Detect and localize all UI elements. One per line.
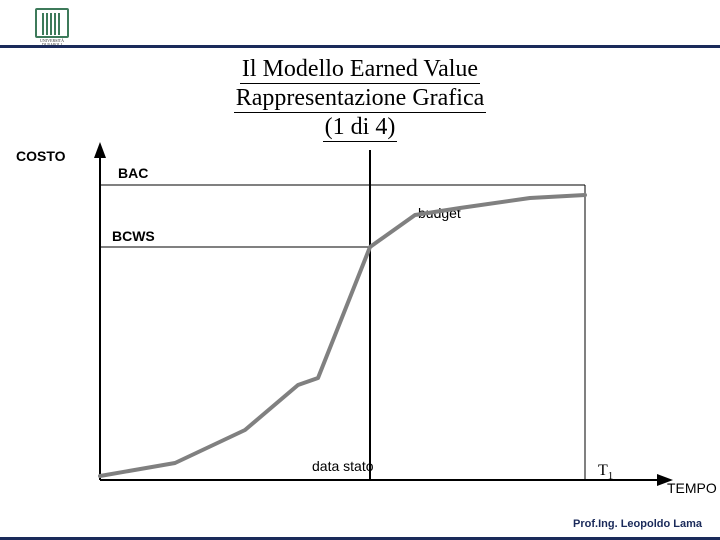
bcws-label: BCWS <box>112 228 155 244</box>
x-axis-label: TEMPO <box>667 480 717 496</box>
university-logo: UNIVERSITÀDI NAPOLI <box>35 8 69 50</box>
title-line-2: Rappresentazione Grafica <box>234 84 487 113</box>
top-border <box>0 45 720 48</box>
status-date-label: data stato <box>312 458 374 474</box>
author-credit: Prof.Ing. Leopoldo Lama <box>573 518 702 530</box>
y-axis-label: COSTO <box>16 148 66 164</box>
slide-page: UNIVERSITÀDI NAPOLI Il Modello Earned Va… <box>0 0 720 540</box>
slide-title: Il Modello Earned Value Rappresentazione… <box>0 55 720 142</box>
curve-label: budget <box>418 205 461 221</box>
end-time-label: T1 <box>598 462 613 482</box>
title-line-3: (1 di 4) <box>323 113 398 142</box>
title-line-1: Il Modello Earned Value <box>240 55 480 84</box>
bac-label: BAC <box>118 165 148 181</box>
